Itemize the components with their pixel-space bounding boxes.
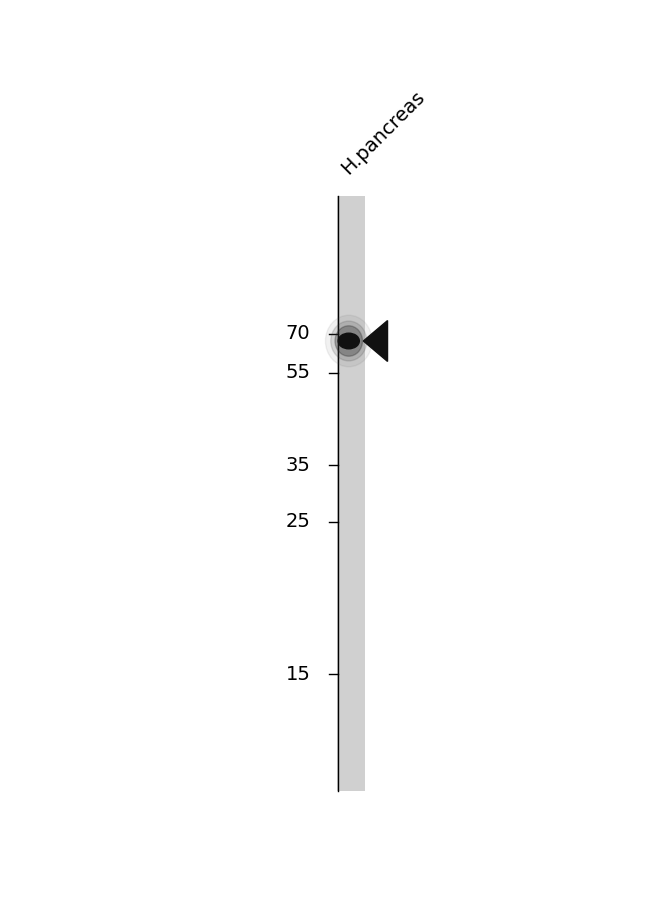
Text: 70: 70 — [286, 324, 311, 344]
Text: 55: 55 — [285, 364, 311, 382]
Ellipse shape — [331, 321, 367, 361]
Text: 35: 35 — [285, 456, 311, 474]
Ellipse shape — [326, 315, 372, 367]
Text: 15: 15 — [285, 665, 311, 683]
Polygon shape — [363, 321, 387, 361]
Bar — [337, 195, 365, 791]
Ellipse shape — [335, 326, 363, 356]
Text: 25: 25 — [285, 512, 311, 531]
Ellipse shape — [338, 333, 359, 349]
Text: H.pancreas: H.pancreas — [337, 87, 428, 178]
